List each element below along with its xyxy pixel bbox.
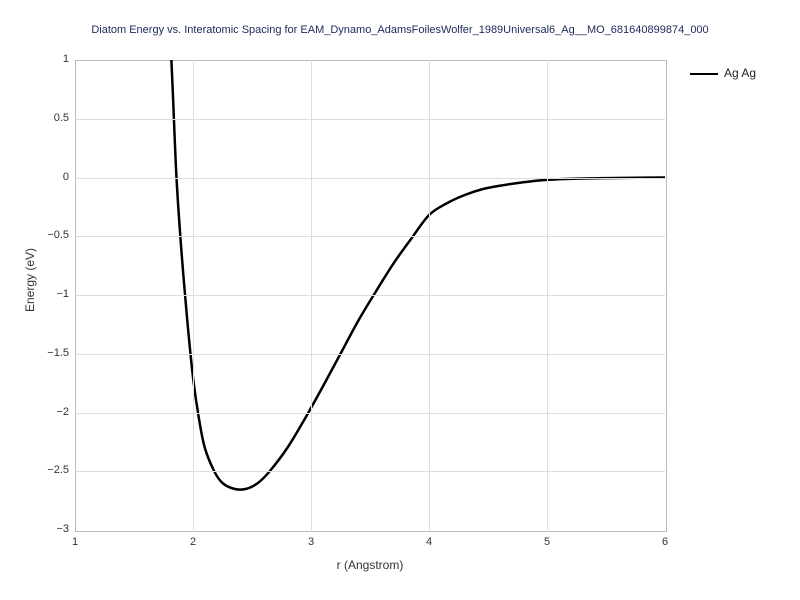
y-gridline [75, 354, 665, 355]
x-axis-label: r (Angstrom) [75, 558, 665, 572]
y-tick-label: −1.5 [33, 347, 69, 359]
x-tick-label: 4 [414, 536, 444, 548]
y-tick-label: 1 [33, 53, 69, 65]
y-gridline [75, 471, 665, 472]
y-tick-label: −3 [33, 523, 69, 535]
y-tick-label: 0 [33, 171, 69, 183]
y-gridline [75, 236, 665, 237]
x-tick-label: 5 [532, 536, 562, 548]
y-gridline [75, 413, 665, 414]
y-tick-label: −1 [33, 288, 69, 300]
x-tick-label: 2 [178, 536, 208, 548]
legend: Ag Ag [690, 66, 756, 80]
y-tick-label: −2.5 [33, 464, 69, 476]
y-tick-label: 0.5 [33, 112, 69, 124]
y-gridline [75, 295, 665, 296]
x-tick-label: 6 [650, 536, 680, 548]
y-axis-label: Energy (eV) [23, 230, 37, 330]
x-tick-label: 1 [60, 536, 90, 548]
legend-label: Ag Ag [724, 66, 756, 80]
series-line-ag-ag [167, 0, 665, 490]
chart-container: Diatom Energy vs. Interatomic Spacing fo… [0, 0, 800, 600]
y-gridline [75, 119, 665, 120]
x-tick-label: 3 [296, 536, 326, 548]
y-gridline [75, 178, 665, 179]
chart-title: Diatom Energy vs. Interatomic Spacing fo… [0, 24, 800, 36]
y-tick-label: −2 [33, 406, 69, 418]
legend-swatch [690, 73, 718, 75]
y-tick-label: −0.5 [33, 229, 69, 241]
